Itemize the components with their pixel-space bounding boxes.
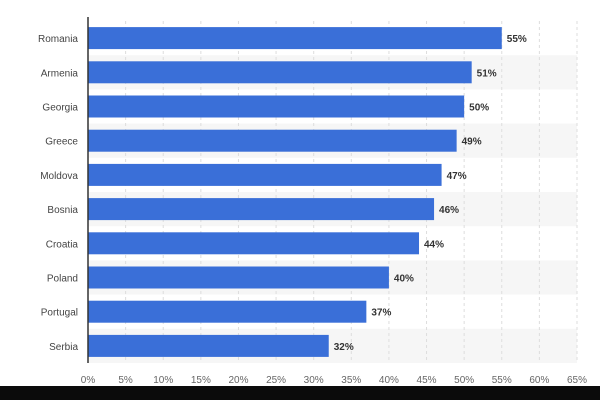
bottom-bar — [0, 386, 600, 400]
value-label: 50% — [469, 103, 489, 114]
category-label: Portugal — [41, 308, 78, 319]
value-label: 32% — [334, 342, 354, 353]
bar-chart: Romania Armenia Georgia Greece Moldova Bosnia… — [38, 17, 587, 386]
category-label: Armenia — [41, 68, 79, 79]
x-tick-label: 0% — [81, 375, 96, 386]
bar — [88, 198, 435, 221]
x-tick-label: 25% — [266, 375, 286, 386]
category-label: Greece — [45, 137, 78, 148]
x-tick-labels: 0% 5% 10% 15% 20% 25% 30% 35% 40% 45% 50% 55% 60% 65% — [81, 375, 587, 386]
category-label: Moldova — [40, 171, 78, 182]
bar — [88, 27, 502, 50]
bar — [88, 232, 420, 255]
x-tick-label: 55% — [492, 375, 512, 386]
x-tick-label: 45% — [417, 375, 437, 386]
category-label: Bosnia — [47, 205, 78, 216]
x-tick-label: 10% — [153, 375, 173, 386]
x-tick-label: 30% — [304, 375, 324, 386]
bar — [88, 61, 472, 84]
bar — [88, 266, 389, 289]
bar — [88, 95, 465, 118]
value-label: 55% — [507, 34, 527, 45]
x-tick-label: 20% — [228, 375, 248, 386]
value-labels: 55% 51% 50% 49% 47% 46% 44% 40% 37% 32% — [334, 34, 527, 353]
bar — [88, 129, 457, 152]
category-label: Romania — [38, 34, 78, 45]
value-label: 37% — [371, 308, 391, 319]
x-tick-label: 60% — [529, 375, 549, 386]
category-label: Croatia — [46, 239, 79, 250]
category-labels: Romania Armenia Georgia Greece Moldova Bosnia… — [38, 34, 78, 353]
value-label: 51% — [477, 68, 497, 79]
bar — [88, 300, 367, 323]
bar — [88, 163, 442, 186]
value-label: 49% — [462, 137, 482, 148]
value-label: 47% — [447, 171, 467, 182]
value-label: 46% — [439, 205, 459, 216]
category-label: Georgia — [42, 103, 78, 114]
bars — [88, 27, 502, 357]
value-label: 44% — [424, 239, 444, 250]
category-label: Serbia — [49, 342, 78, 353]
x-tick-label: 50% — [454, 375, 474, 386]
x-tick-label: 15% — [191, 375, 211, 386]
chart-area: Romania Armenia Georgia Greece Moldova Bosnia… — [38, 17, 587, 386]
x-tick-label: 40% — [379, 375, 399, 386]
x-tick-label: 35% — [341, 375, 361, 386]
bar — [88, 334, 329, 357]
category-label: Poland — [47, 274, 78, 285]
value-label: 40% — [394, 274, 414, 285]
x-tick-label: 5% — [118, 375, 133, 386]
x-tick-label: 65% — [567, 375, 587, 386]
